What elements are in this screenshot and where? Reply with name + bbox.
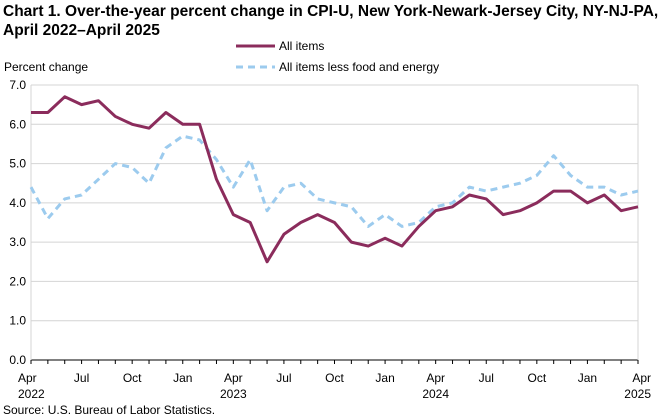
chart-title-line-1: Chart 1. Over-the-year percent change in… xyxy=(3,3,659,20)
source-note: Source: U.S. Bureau of Labor Statistics. xyxy=(3,403,216,417)
x-tick-year-label: 2022 xyxy=(18,387,45,401)
y-tick-label: 7.0 xyxy=(9,78,26,92)
x-tick-month-label: Jul xyxy=(479,371,494,385)
y-axis-label: Percent change xyxy=(4,60,88,74)
y-tick-label: 4.0 xyxy=(9,196,26,210)
y-tick-label: 3.0 xyxy=(9,235,26,249)
x-tick-month-label: Oct xyxy=(123,371,142,385)
x-tick-month-label: Jan xyxy=(375,371,394,385)
series-line-all-items xyxy=(31,95,639,264)
x-tick-month-label: Apr xyxy=(224,371,243,385)
y-axis-ticks: 0.0 1.0 2.0 3.0 4.0 5.0 6.0 7.0 xyxy=(9,78,26,367)
legend-label: All items less food and energy xyxy=(279,60,439,74)
y-tick-label: 5.0 xyxy=(9,157,26,171)
y-tick-label: 1.0 xyxy=(9,314,26,328)
y-tick-label: 2.0 xyxy=(9,274,26,288)
x-axis-ticks: Apr 2022 Jul Oct Jan Apr 2023 Jul Oct Jan Apr 2024 J… xyxy=(18,360,651,401)
legend: All items All items less food and energy xyxy=(236,39,439,74)
x-tick-month-label: Oct xyxy=(325,371,344,385)
y-tick-label: 6.0 xyxy=(9,117,26,131)
x-tick-month-label: Apr xyxy=(632,371,651,385)
x-tick-month-label: Apr xyxy=(426,371,445,385)
x-tick-month-label: Apr xyxy=(18,371,37,385)
x-tick-month-label: Oct xyxy=(527,371,546,385)
series-lines xyxy=(29,95,639,264)
x-tick-month-label: Jul xyxy=(276,371,291,385)
series-line-core xyxy=(29,134,639,228)
x-tick-year-label: 2023 xyxy=(220,387,247,401)
chart-title: Chart 1. Over-the-year percent change in… xyxy=(3,2,658,40)
x-tick-month-label: Jan xyxy=(578,371,597,385)
chart-title-line-2: April 2022–April 2025 xyxy=(3,22,160,39)
y-tick-label: 0.0 xyxy=(9,353,26,367)
gridlines xyxy=(30,84,639,361)
legend-label: All items xyxy=(279,39,324,53)
x-tick-month-label: Jul xyxy=(74,371,89,385)
x-tick-month-label: Jan xyxy=(173,371,192,385)
x-tick-year-label: 2025 xyxy=(624,387,651,401)
x-tick-year-label: 2024 xyxy=(422,387,449,401)
